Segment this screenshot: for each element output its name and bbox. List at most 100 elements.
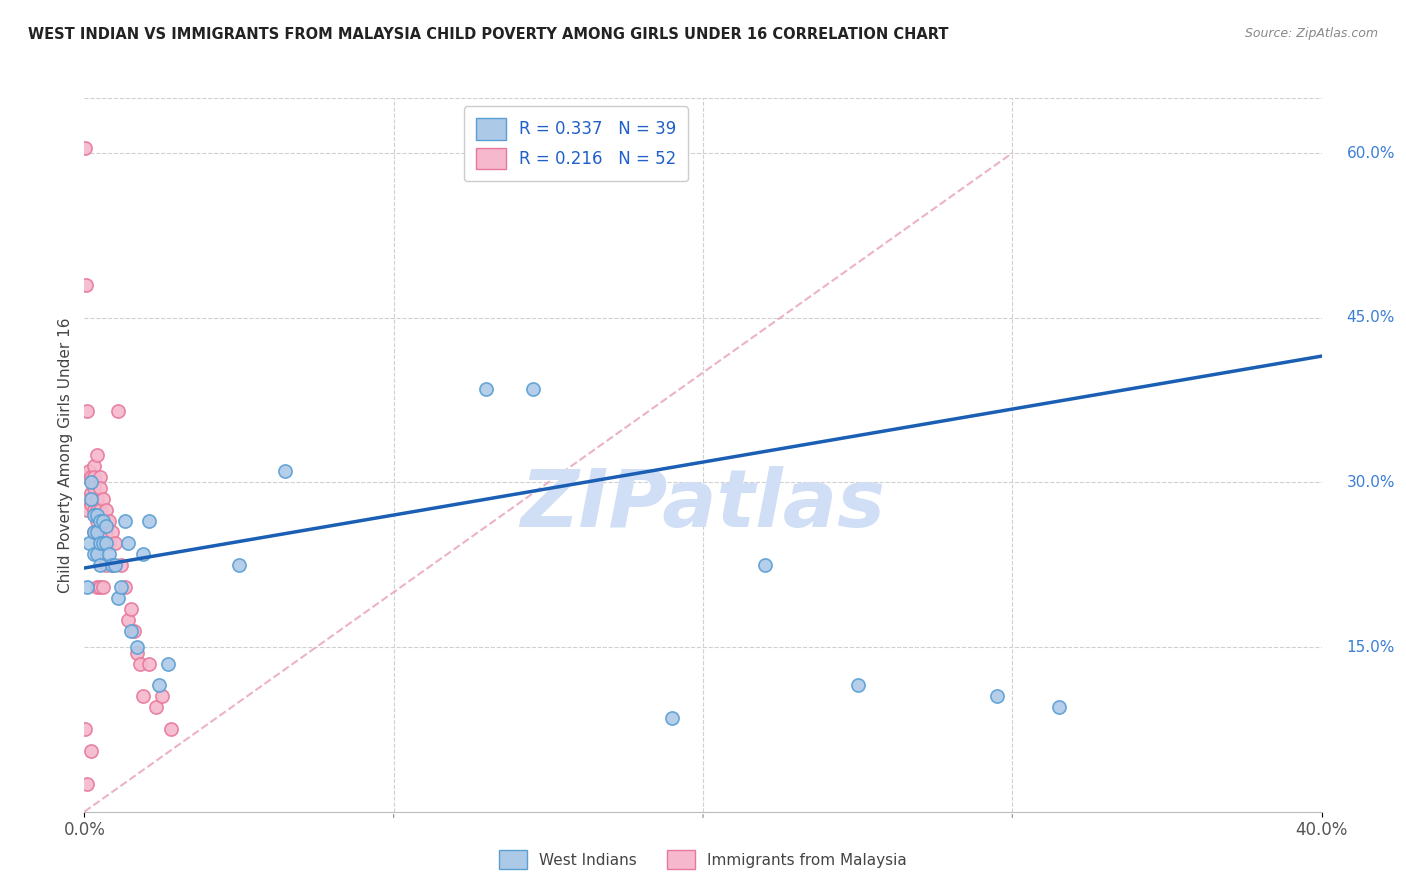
Point [98, 514, 121, 528]
Text: 30.0%: 30.0% [1347, 475, 1395, 490]
Point [107, 591, 129, 605]
Point [79, 470, 101, 484]
Point [104, 535, 127, 549]
Point [145, 700, 167, 714]
Point [94, 524, 117, 539]
Point [138, 657, 160, 671]
Point [661, 711, 683, 725]
Point [86, 580, 108, 594]
Point [110, 580, 132, 594]
Point [150, 690, 173, 704]
Point [76, 580, 98, 594]
Point [75, 723, 97, 737]
Point [114, 514, 136, 528]
Text: 60.0%: 60.0% [1347, 145, 1395, 161]
Point [86, 491, 108, 506]
Point [79, 486, 101, 500]
Point [83, 524, 105, 539]
Point [125, 640, 148, 654]
Text: WEST INDIAN VS IMMIGRANTS FROM MALAYSIA CHILD POVERTY AMONG GIRLS UNDER 16 CORRE: WEST INDIAN VS IMMIGRANTS FROM MALAYSIA … [28, 27, 949, 42]
Point [110, 558, 132, 572]
Point [83, 481, 105, 495]
Point [77, 464, 100, 478]
Point [76, 470, 98, 484]
Point [101, 558, 124, 572]
Point [754, 558, 776, 572]
Text: 15.0%: 15.0% [1347, 640, 1395, 655]
Point [148, 678, 170, 692]
Point [104, 558, 127, 572]
Point [98, 535, 121, 549]
Point [125, 646, 148, 660]
Text: ZIPatlas: ZIPatlas [520, 466, 886, 544]
Point [117, 535, 139, 549]
Point [79, 497, 101, 511]
Point [94, 503, 117, 517]
Point [83, 470, 105, 484]
Point [114, 580, 136, 594]
Point [73, 140, 96, 154]
Point [76, 503, 98, 517]
Point [89, 558, 111, 572]
Point [122, 624, 145, 638]
Point [986, 690, 1008, 704]
Point [89, 580, 111, 594]
Point [846, 678, 869, 692]
Point [107, 404, 129, 418]
Point [138, 514, 160, 528]
Point [228, 558, 250, 572]
Point [117, 613, 139, 627]
Point [475, 382, 498, 396]
Point [94, 535, 117, 549]
Point [132, 547, 155, 561]
Point [79, 744, 101, 758]
Point [91, 514, 114, 528]
Point [79, 491, 101, 506]
Point [79, 475, 101, 490]
Point [129, 657, 152, 671]
Point [86, 508, 108, 523]
Point [86, 524, 108, 539]
Point [91, 535, 114, 549]
Point [94, 519, 117, 533]
Point [89, 503, 111, 517]
Point [86, 514, 108, 528]
Point [83, 547, 105, 561]
Point [89, 470, 111, 484]
Text: Source: ZipAtlas.com: Source: ZipAtlas.com [1244, 27, 1378, 40]
Point [160, 723, 183, 737]
Point [120, 624, 142, 638]
Point [274, 464, 297, 478]
Point [86, 547, 108, 561]
Point [94, 558, 117, 572]
Point [522, 382, 544, 396]
Y-axis label: Child Poverty Among Girls Under 16: Child Poverty Among Girls Under 16 [58, 318, 73, 592]
Legend: West Indians, Immigrants from Malaysia: West Indians, Immigrants from Malaysia [494, 844, 912, 875]
Point [83, 458, 105, 473]
Point [76, 777, 98, 791]
Point [101, 558, 124, 572]
Point [86, 448, 108, 462]
Point [89, 481, 111, 495]
Point [98, 547, 121, 561]
Point [77, 535, 100, 549]
Point [76, 491, 98, 506]
Point [89, 514, 111, 528]
Point [91, 514, 114, 528]
Point [83, 503, 105, 517]
Point [83, 508, 105, 523]
Point [75, 277, 97, 292]
Point [132, 690, 155, 704]
Point [89, 535, 111, 549]
Point [91, 580, 114, 594]
Point [91, 491, 114, 506]
Point [156, 657, 179, 671]
Legend: R = 0.337   N = 39, R = 0.216   N = 52: R = 0.337 N = 39, R = 0.216 N = 52 [464, 106, 688, 181]
Point [91, 535, 114, 549]
Text: 45.0%: 45.0% [1347, 310, 1395, 326]
Point [1047, 700, 1070, 714]
Point [101, 524, 124, 539]
Point [86, 503, 108, 517]
Point [76, 404, 98, 418]
Point [120, 601, 142, 615]
